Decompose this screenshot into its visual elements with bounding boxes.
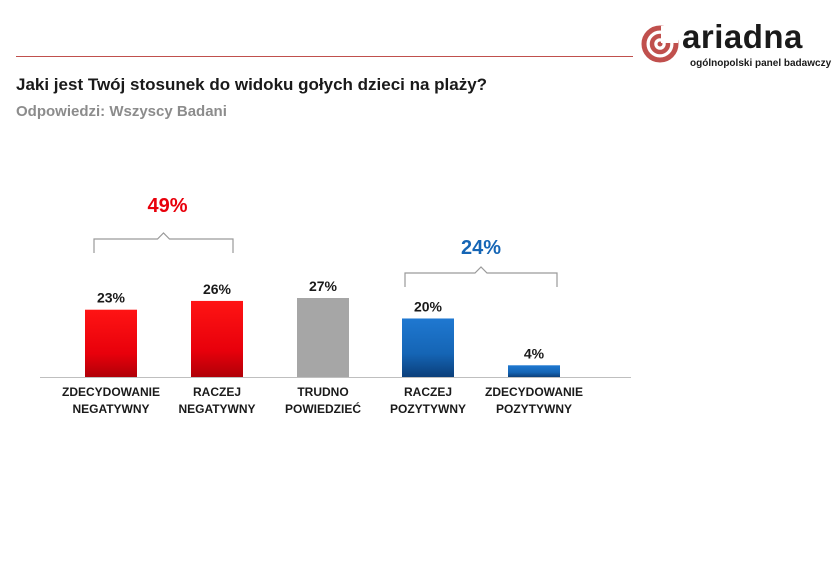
bar-3 xyxy=(297,298,349,377)
category-label-1-line-2: NEGATYWNY xyxy=(72,402,149,416)
bar-value-label-3: 27% xyxy=(309,278,338,294)
category-label-5-line-1: ZDECYDOWANIE xyxy=(485,385,583,399)
bar-1 xyxy=(85,309,137,377)
bar-2 xyxy=(191,300,243,377)
chart-title: Jaki jest Twój stosunek do widoku gołych… xyxy=(16,75,488,94)
group-bracket-1 xyxy=(93,232,234,253)
group-total-label-1: 49% xyxy=(147,195,187,217)
category-label-5-line-2: POZYTYWNY xyxy=(496,402,572,416)
logo-wordmark: ariadna xyxy=(682,18,803,55)
category-label-1-line-1: ZDECYDOWANIE xyxy=(62,385,160,399)
bar-value-label-2: 26% xyxy=(203,281,232,297)
bar-4 xyxy=(402,318,454,377)
group-total-label-2: 24% xyxy=(461,237,501,259)
header-rule xyxy=(16,56,633,57)
category-label-4-line-2: POZYTYWNY xyxy=(390,402,466,416)
bar-5 xyxy=(508,365,560,377)
bar-value-label-1: 23% xyxy=(97,290,126,306)
chart-subtitle: Odpowiedzi: Wszyscy Badani xyxy=(16,103,227,120)
bar-value-label-4: 20% xyxy=(414,298,443,314)
ariadna-logo: ariadna ogólnopolski panel badawczy xyxy=(640,18,832,74)
category-label-3-line-2: POWIEDZIEĆ xyxy=(285,401,361,416)
category-label-4-line-1: RACZEJ xyxy=(404,385,452,399)
category-label-3-line-1: TRUDNO xyxy=(297,385,348,399)
bar-value-label-5: 4% xyxy=(524,345,545,361)
group-bracket-2 xyxy=(404,266,558,287)
logo-tagline: ogólnopolski panel badawczy xyxy=(690,58,832,69)
category-label-2-line-2: NEGATYWNY xyxy=(178,402,255,416)
ariadna-logo-icon xyxy=(641,25,679,63)
category-label-2-line-1: RACZEJ xyxy=(193,385,241,399)
